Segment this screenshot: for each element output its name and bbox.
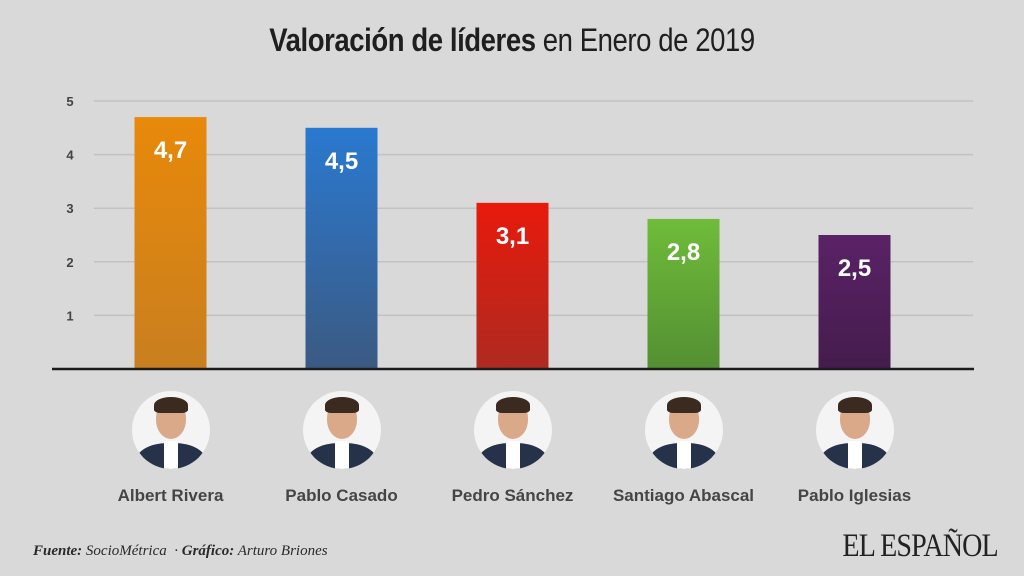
bar: [647, 218, 720, 369]
source-label: Fuente:: [33, 543, 83, 559]
portrait-shirt: [334, 441, 349, 469]
y-tick-label: 2: [66, 255, 73, 270]
y-tick-label: 4: [66, 148, 74, 163]
portrait-shirt: [163, 441, 178, 469]
bar: [305, 127, 378, 369]
category-label: Santiago Abascal: [612, 486, 755, 505]
chart-title: Valoración de líderes en Enero de 2019: [72, 22, 953, 59]
graphic-value: Arturo Briones: [234, 543, 328, 559]
chart-title-bold: Valoración de líderes: [269, 22, 536, 58]
credits-separator: ·: [166, 543, 182, 559]
credits: Fuente: SocioMétrica · Gráfico: Arturo B…: [33, 543, 328, 560]
category-label: Pablo Casado: [285, 486, 398, 505]
portrait-hair: [666, 397, 701, 413]
portrait-photo-icon: [302, 391, 381, 469]
portrait-photo-icon: [815, 391, 894, 469]
bar: [476, 202, 549, 369]
bar: [818, 235, 891, 369]
y-tick-label: 3: [66, 201, 73, 216]
bar-value-label: 4,7: [154, 137, 187, 164]
portrait-photo-icon: [644, 391, 723, 469]
graphic-label: Gráfico:: [181, 543, 235, 559]
y-tick-label: 1: [66, 308, 73, 323]
bar-value-label: 4,5: [325, 148, 358, 175]
portrait-photo-icon: [131, 391, 210, 469]
bars: 4,7 4,5 3,1 2,8 2,5: [134, 117, 891, 369]
bar-value-label: 2,5: [838, 255, 871, 282]
portrait-shirt: [676, 441, 691, 469]
y-tick-label: 5: [66, 94, 73, 109]
bar-value-label: 3,1: [496, 223, 529, 250]
bar-value-label: 2,8: [667, 239, 700, 266]
source-value: SocioMétrica: [82, 543, 167, 559]
category-label: Pedro Sánchez: [451, 486, 574, 505]
y-axis-ticks: 1 2 3 4 5: [66, 94, 74, 323]
el-espanol-logo: EL ESPAÑOL: [842, 528, 999, 564]
portrait-shirt: [505, 441, 520, 469]
portrait-hair: [495, 397, 530, 413]
portrait-hair: [153, 397, 188, 413]
bar: [134, 117, 207, 369]
category-label: Albert Rivera: [117, 486, 224, 505]
portrait-hair: [837, 397, 872, 413]
portrait-hair: [324, 397, 359, 413]
chart-title-regular: en Enero de 2019: [535, 22, 755, 58]
portrait-shirt: [847, 441, 862, 469]
portrait-photo-icon: [473, 391, 552, 469]
category-label: Pablo Iglesias: [797, 486, 912, 505]
